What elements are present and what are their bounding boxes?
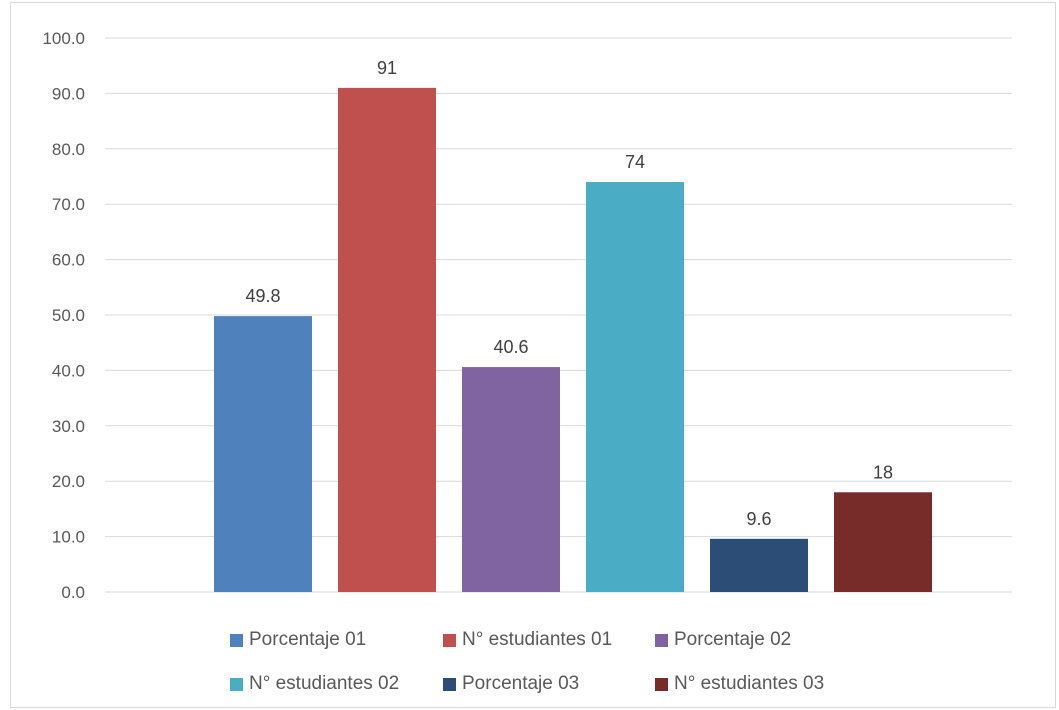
y-tick-label: 30.0 [52, 417, 85, 436]
legend-item: Porcentaje 02 [655, 629, 791, 651]
legend-swatch [230, 633, 243, 647]
legend-swatch [443, 633, 456, 647]
y-tick-label: 0.0 [61, 583, 85, 602]
legend-label: Porcentaje 01 [249, 629, 367, 650]
legend-swatch [655, 677, 668, 691]
legend-swatch [230, 677, 243, 691]
legend-swatch [443, 677, 456, 691]
legend-label: N° estudiantes 01 [462, 629, 613, 650]
bar-2 [338, 87, 436, 593]
data-label: 49.8 [245, 286, 280, 306]
y-tick-label: 40.0 [52, 361, 85, 380]
legend-label: Porcentaje 02 [674, 629, 792, 650]
legend-label: N° estudiantes 03 [674, 673, 825, 694]
legend-label: N° estudiantes 02 [249, 673, 400, 694]
legend-item: N° estudiantes 02 [230, 673, 399, 695]
y-tick-label: 10.0 [52, 528, 85, 547]
y-tick-label: 70.0 [52, 195, 85, 214]
legend-swatch [655, 633, 668, 647]
bars [214, 87, 932, 593]
y-tick-label: 80.0 [52, 140, 85, 159]
legend-item: Porcentaje 03 [443, 673, 579, 695]
y-tick-label: 90.0 [52, 84, 85, 103]
data-label: 9.6 [746, 509, 771, 529]
y-tick-label: 20.0 [52, 472, 85, 491]
data-label: 40.6 [493, 337, 528, 357]
data-label: 74 [625, 152, 645, 172]
legend-item: N° estudiantes 01 [443, 629, 612, 651]
data-label: 18 [873, 462, 893, 482]
legend-item: Porcentaje 01 [230, 629, 366, 651]
bar-5 [710, 538, 808, 592]
data-label: 91 [377, 58, 397, 78]
legend-item: N° estudiantes 03 [655, 673, 824, 695]
y-tick-label: 60.0 [52, 251, 85, 270]
bar-4 [586, 182, 684, 593]
legend-label: Porcentaje 03 [462, 673, 580, 694]
bar-1 [214, 316, 312, 592]
y-axis-ticks: 0.0 10.0 20.0 30.0 40.0 50.0 60.0 70.0 80.0 90.0 1… [42, 29, 85, 602]
y-tick-label: 50.0 [52, 306, 85, 325]
y-tick-label: 100.0 [42, 29, 85, 48]
bar-6 [834, 492, 932, 592]
data-labels: 49.8 91 40.6 74 9.6 18 [245, 58, 893, 529]
bar-3 [462, 367, 560, 592]
